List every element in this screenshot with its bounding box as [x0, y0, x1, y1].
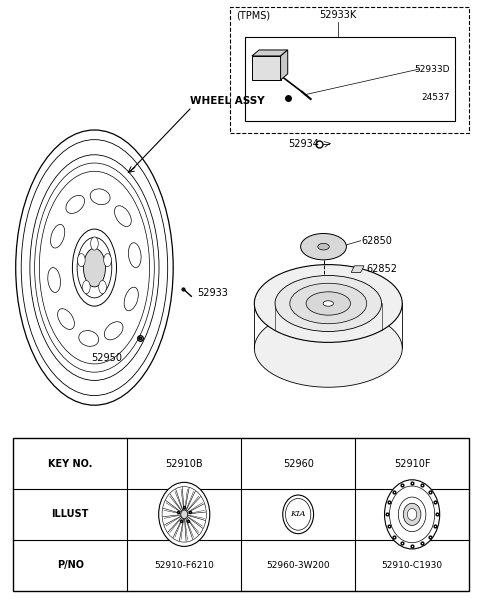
Ellipse shape — [39, 171, 150, 364]
Polygon shape — [351, 266, 364, 272]
Ellipse shape — [318, 243, 329, 250]
Ellipse shape — [104, 322, 123, 340]
Text: 52933K: 52933K — [319, 10, 357, 20]
Text: KIA: KIA — [290, 510, 306, 519]
Ellipse shape — [159, 483, 210, 546]
Ellipse shape — [84, 248, 106, 287]
Bar — [245, 37, 455, 121]
Ellipse shape — [115, 206, 132, 227]
Ellipse shape — [290, 283, 367, 324]
Ellipse shape — [283, 495, 313, 534]
Ellipse shape — [300, 234, 347, 260]
Text: WHEEL ASSY: WHEEL ASSY — [190, 96, 264, 106]
Ellipse shape — [306, 292, 350, 315]
Ellipse shape — [104, 254, 111, 267]
Ellipse shape — [398, 497, 426, 532]
Text: 52933: 52933 — [197, 288, 228, 297]
Polygon shape — [281, 50, 288, 80]
Ellipse shape — [403, 503, 421, 525]
Text: 24537: 24537 — [421, 93, 450, 102]
Text: 52950: 52950 — [91, 353, 122, 363]
Text: 52910F: 52910F — [394, 459, 431, 469]
Text: KEY NO.: KEY NO. — [48, 459, 93, 469]
Ellipse shape — [162, 487, 206, 542]
Text: 52960: 52960 — [283, 459, 313, 469]
Ellipse shape — [90, 189, 110, 205]
Ellipse shape — [78, 254, 85, 267]
Ellipse shape — [254, 264, 402, 343]
Ellipse shape — [58, 309, 74, 329]
Ellipse shape — [408, 508, 417, 520]
Bar — [230, 7, 469, 133]
Text: 52910-F6210: 52910-F6210 — [154, 561, 214, 570]
Ellipse shape — [275, 275, 382, 332]
Ellipse shape — [79, 331, 99, 346]
Ellipse shape — [48, 267, 60, 293]
Text: 62850: 62850 — [362, 236, 393, 246]
Ellipse shape — [66, 195, 84, 213]
Bar — [13, 438, 469, 591]
Ellipse shape — [50, 224, 65, 248]
Ellipse shape — [91, 237, 98, 250]
Text: 52910B: 52910B — [166, 459, 203, 469]
Polygon shape — [252, 50, 288, 56]
Ellipse shape — [323, 300, 334, 307]
Ellipse shape — [384, 480, 440, 549]
Text: (TPMS): (TPMS) — [236, 10, 270, 20]
Polygon shape — [252, 56, 281, 80]
Ellipse shape — [83, 281, 90, 294]
Ellipse shape — [181, 510, 188, 519]
Ellipse shape — [286, 498, 311, 530]
Ellipse shape — [389, 486, 435, 543]
Text: 52960-3W200: 52960-3W200 — [266, 561, 330, 570]
Text: 62852: 62852 — [366, 264, 397, 275]
Ellipse shape — [254, 310, 402, 387]
Ellipse shape — [99, 281, 107, 294]
Text: ILLUST: ILLUST — [52, 510, 89, 519]
Text: 52934: 52934 — [288, 139, 319, 149]
Ellipse shape — [129, 243, 141, 267]
Text: P/NO: P/NO — [57, 560, 84, 570]
Text: 52910-C1930: 52910-C1930 — [382, 561, 443, 570]
Text: 52933D: 52933D — [414, 65, 450, 73]
Ellipse shape — [124, 287, 138, 311]
